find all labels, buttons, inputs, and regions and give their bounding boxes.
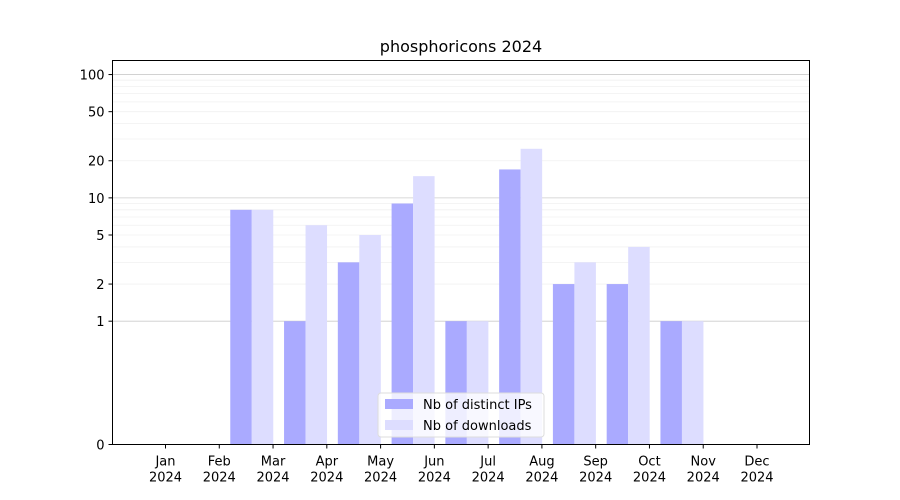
y-tick-label: 10 — [88, 192, 105, 207]
x-tick-label-year: 2024 — [364, 471, 397, 486]
legend: Nb of distinct IPs Nb of downloads — [377, 392, 545, 438]
bar-ips — [337, 262, 360, 445]
y-tick-label: 100 — [80, 69, 105, 84]
bar-downloads — [681, 321, 704, 445]
bar-downloads — [413, 176, 435, 445]
x-tick-label-year: 2024 — [579, 471, 612, 486]
legend-swatch — [385, 420, 413, 430]
x-tick-label-year: 2024 — [633, 471, 666, 486]
x-tick-label-year: 2024 — [256, 471, 289, 486]
bar-ips — [230, 209, 252, 445]
bars — [230, 148, 704, 445]
x-tick-label-month: Mar — [261, 455, 286, 470]
bar-ips — [284, 321, 306, 445]
legend-box — [377, 392, 545, 438]
bar-downloads — [628, 246, 650, 445]
x-tick-label-month: Feb — [208, 455, 231, 470]
x-tick-label-year: 2024 — [418, 471, 451, 486]
bar-downloads — [251, 209, 274, 445]
x-tick-label-month: Nov — [691, 455, 717, 470]
x-tick-label-year: 2024 — [472, 471, 505, 486]
plot-frame — [112, 60, 810, 445]
grid — [112, 74, 810, 322]
x-tick-label-month: Sep — [583, 455, 608, 470]
x-tick-label-year: 2024 — [203, 471, 236, 486]
x-tick-label-month: Jul — [479, 455, 496, 470]
bar-downloads — [359, 234, 381, 445]
legend-swatch — [385, 399, 413, 409]
bar-ips — [606, 284, 629, 445]
bar-downloads — [520, 148, 543, 445]
y-tick-label: 20 — [88, 155, 105, 170]
x-tick-label-month: Apr — [316, 455, 339, 470]
x-tick-label-month: Aug — [529, 455, 554, 470]
x-tick-label-month: Oct — [638, 455, 660, 470]
y-tick-label: 1 — [96, 315, 104, 330]
chart-title: phosphoricons 2024 — [380, 37, 542, 56]
y-tick-label: 0 — [96, 439, 104, 454]
x-axis: Jan2024Feb2024Mar2024Apr2024May2024Jun20… — [149, 444, 774, 486]
x-tick-label-year: 2024 — [310, 471, 343, 486]
bar-downloads — [574, 262, 596, 445]
legend-label: Nb of distinct IPs — [423, 398, 532, 413]
x-tick-label-month: Dec — [744, 455, 769, 470]
bar-ips — [391, 203, 414, 445]
x-tick-label-month: Jun — [423, 455, 444, 470]
x-tick-label-year: 2024 — [740, 471, 773, 486]
bar-ips — [499, 169, 521, 445]
legend-label: Nb of downloads — [423, 419, 532, 434]
x-tick-label-year: 2024 — [525, 471, 558, 486]
x-tick-label-year: 2024 — [687, 471, 720, 486]
y-axis: 0 1 2 5 10 20 50 100 — [80, 69, 113, 454]
bar-downloads — [305, 225, 328, 445]
x-tick-label-month: May — [367, 455, 394, 470]
y-tick-label: 2 — [96, 278, 104, 293]
y-tick-label: 50 — [88, 106, 105, 121]
y-tick-label: 5 — [96, 229, 104, 244]
x-tick-label-year: 2024 — [149, 471, 182, 486]
bar-ips — [552, 284, 575, 445]
x-tick-label-month: Jan — [154, 455, 175, 470]
bar-ips — [660, 321, 682, 445]
